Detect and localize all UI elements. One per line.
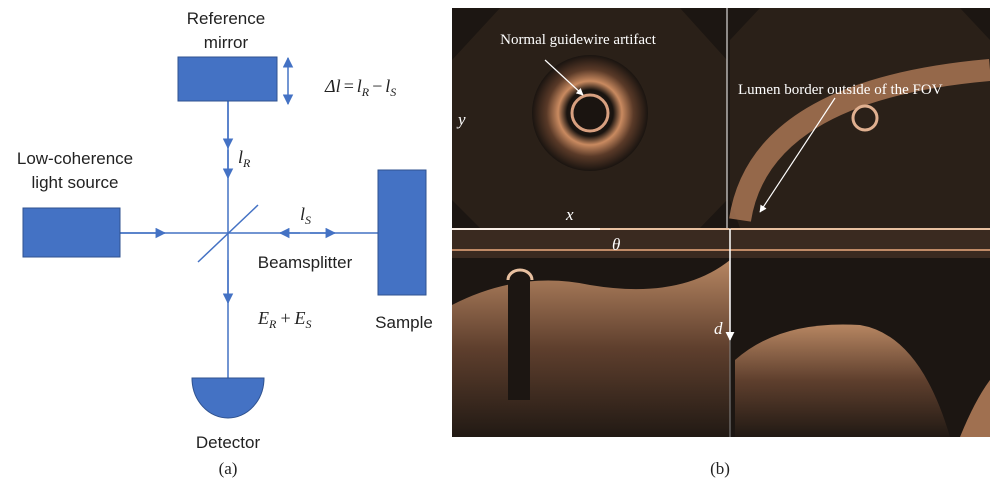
axis-label: d (714, 319, 723, 338)
caption: (a) (219, 459, 238, 478)
label: lS (300, 204, 311, 227)
panel-b: Normal guidewire artifact Lumen border o… (452, 8, 990, 478)
detector (192, 378, 264, 418)
formula: Δl=lR−lS (324, 76, 396, 99)
label: Detector (196, 433, 261, 452)
axis-label: y (456, 110, 466, 129)
beam-paths (120, 58, 378, 380)
label: Beamsplitter (258, 253, 353, 272)
label: Low-coherence (17, 149, 133, 168)
label: mirror (204, 33, 249, 52)
axis-label: θ (612, 235, 620, 254)
annotation: Lumen border outside of the FOV (738, 82, 943, 98)
label: lR (238, 147, 251, 170)
annotation: Normal guidewire artifact (500, 32, 657, 48)
axis-label: x (565, 205, 574, 224)
sample (378, 170, 426, 295)
label: Sample (375, 313, 433, 332)
label: ER+ES (257, 308, 312, 331)
label: Reference (187, 9, 265, 28)
light-source (23, 208, 120, 257)
figure: Reference mirror Δl=lR−lS lR lS Low-cohe… (0, 0, 990, 484)
caption: (b) (710, 459, 730, 478)
panel-a: Reference mirror Δl=lR−lS lR lS Low-cohe… (17, 9, 433, 478)
reference-mirror (178, 57, 277, 101)
label: light source (32, 173, 119, 192)
